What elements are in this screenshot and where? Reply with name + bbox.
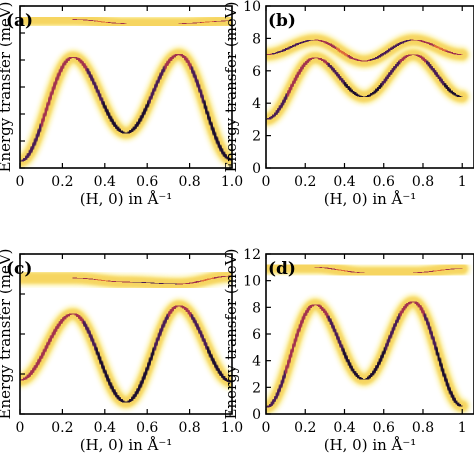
y-axis-label: Energy transfer (meV) [0,248,14,419]
x-tick-label: 0.2 [294,174,316,190]
x-tick-label: 0.8 [178,420,200,436]
panel-a: 0 0.2 0.4 0.6 0.8 1.0 (H, 0) in Å⁻¹ Energy tran… [0,1,243,208]
band-lower [266,293,471,414]
y-tick-label: 10 [243,274,261,290]
y-tick-label: 6 [252,64,261,80]
x-tick-label: 0.4 [94,174,116,190]
x-tick-label: 0.4 [333,420,355,436]
band-lower [266,46,471,128]
x-tick-label: 0.6 [136,174,158,190]
x-tick-label: 0 [262,174,271,190]
x-tick-label: 0.6 [373,174,395,190]
x-tick-label: 0.2 [294,420,316,436]
y-axis-label: Energy transfer (meV) [222,1,240,172]
y-tick-label: 6 [252,327,261,343]
x-tick-label: 0 [16,420,25,436]
x-axis-label: (H, 0) in Å⁻¹ [80,436,173,454]
x-tick-label: 0.8 [412,420,434,436]
y-tick-label: 4 [252,354,261,370]
y-tick-label: 0 [252,407,261,423]
y-tick-label: 8 [252,300,261,316]
x-axis-label: (H, 0) in Å⁻¹ [324,190,417,208]
panel-label: (c) [6,259,32,279]
x-axis-label: (H, 0) in Å⁻¹ [80,190,173,208]
y-tick-label: 12 [243,247,261,263]
panel-label: (a) [6,11,33,31]
x-tick-label: 1 [458,174,467,190]
x-tick-label: 0.4 [94,420,116,436]
x-tick-label: 1.0 [221,420,243,436]
panel-label: (b) [268,11,296,31]
x-tick-label: 0.6 [136,420,158,436]
band-upper [266,32,471,70]
y-tick-label: 0 [252,161,261,177]
band-upper [266,259,471,281]
band-lower [20,297,232,411]
y-tick-label: 2 [252,380,261,396]
band-upper [20,268,232,293]
panel-c: 0 0.2 0.4 0.6 0.8 1.0 (H, 0) in Å⁻¹ Energy tran… [0,248,243,454]
x-axis-label: (H, 0) in Å⁻¹ [324,436,417,454]
x-tick-label: 0.6 [373,420,395,436]
band-upper [20,11,232,32]
y-axis-label: Energy transfer (meV) [0,1,14,172]
panel-label: (d) [268,259,296,279]
x-tick-label: 1 [458,420,467,436]
y-tick-label: 4 [252,96,261,112]
y-axis-label: Energy transfer (meV) [222,248,240,419]
x-tick-label: 0.2 [51,420,73,436]
x-tick-label: 0.4 [333,174,355,190]
plot-frame [265,5,474,169]
x-tick-label: 0.8 [178,174,200,190]
x-tick-label: 0.2 [51,174,73,190]
x-tick-label: 0.8 [412,174,434,190]
y-tick-label: 8 [252,31,261,47]
y-tick-label: 2 [252,129,261,145]
y-tick-label: 10 [243,0,261,15]
x-tick-label: 0 [16,174,25,190]
x-tick-label: 0 [262,420,271,436]
x-tick-label: 1.0 [221,174,243,190]
band-lower [20,46,232,168]
